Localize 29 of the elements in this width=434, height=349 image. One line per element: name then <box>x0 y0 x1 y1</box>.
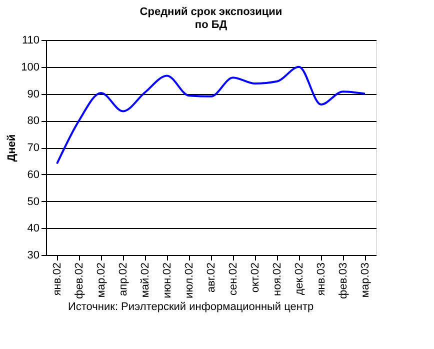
y-axis-title: Дней <box>6 134 18 162</box>
x-tick-label: июл.02 <box>184 262 196 298</box>
line-series <box>56 66 366 165</box>
x-tick-label: дек.02 <box>294 262 306 296</box>
text: Источник: Риэлтерский информационный центр <box>68 300 314 313</box>
x-tick-label: мар.02 <box>96 262 108 298</box>
y-tick-label: 80 <box>27 115 40 128</box>
text: по БД <box>194 19 228 31</box>
text: Средний срок экспозиции <box>140 6 282 18</box>
x-tick-label: апр.02 <box>118 262 130 296</box>
y-tick-label: 60 <box>27 168 40 181</box>
x-tick-label: авг.02 <box>206 262 218 292</box>
y-tick-label: 90 <box>27 88 40 100</box>
y-tick-label: 100 <box>21 61 40 74</box>
x-tick-label: фев.02 <box>74 262 86 299</box>
x-tick-label: май.02 <box>140 262 152 298</box>
x-tick-label: фев.03 <box>338 262 350 299</box>
y-tick-label: 110 <box>22 34 40 46</box>
y-tick-label: 30 <box>27 250 40 262</box>
x-tick-label: янв.03 <box>316 262 328 296</box>
x-tick-label: сен.02 <box>228 262 240 296</box>
x-tick-label: окт.02 <box>250 262 262 293</box>
y-tick-label: 50 <box>27 196 40 208</box>
x-tick-label: мар.03 <box>360 262 372 298</box>
y-tick-label: 70 <box>27 142 40 154</box>
y-tick-label: 40 <box>27 222 40 235</box>
x-tick-label: янв.02 <box>52 262 64 296</box>
x-tick-label: июн.02 <box>162 262 174 298</box>
x-tick-label: ноя.02 <box>272 262 284 296</box>
